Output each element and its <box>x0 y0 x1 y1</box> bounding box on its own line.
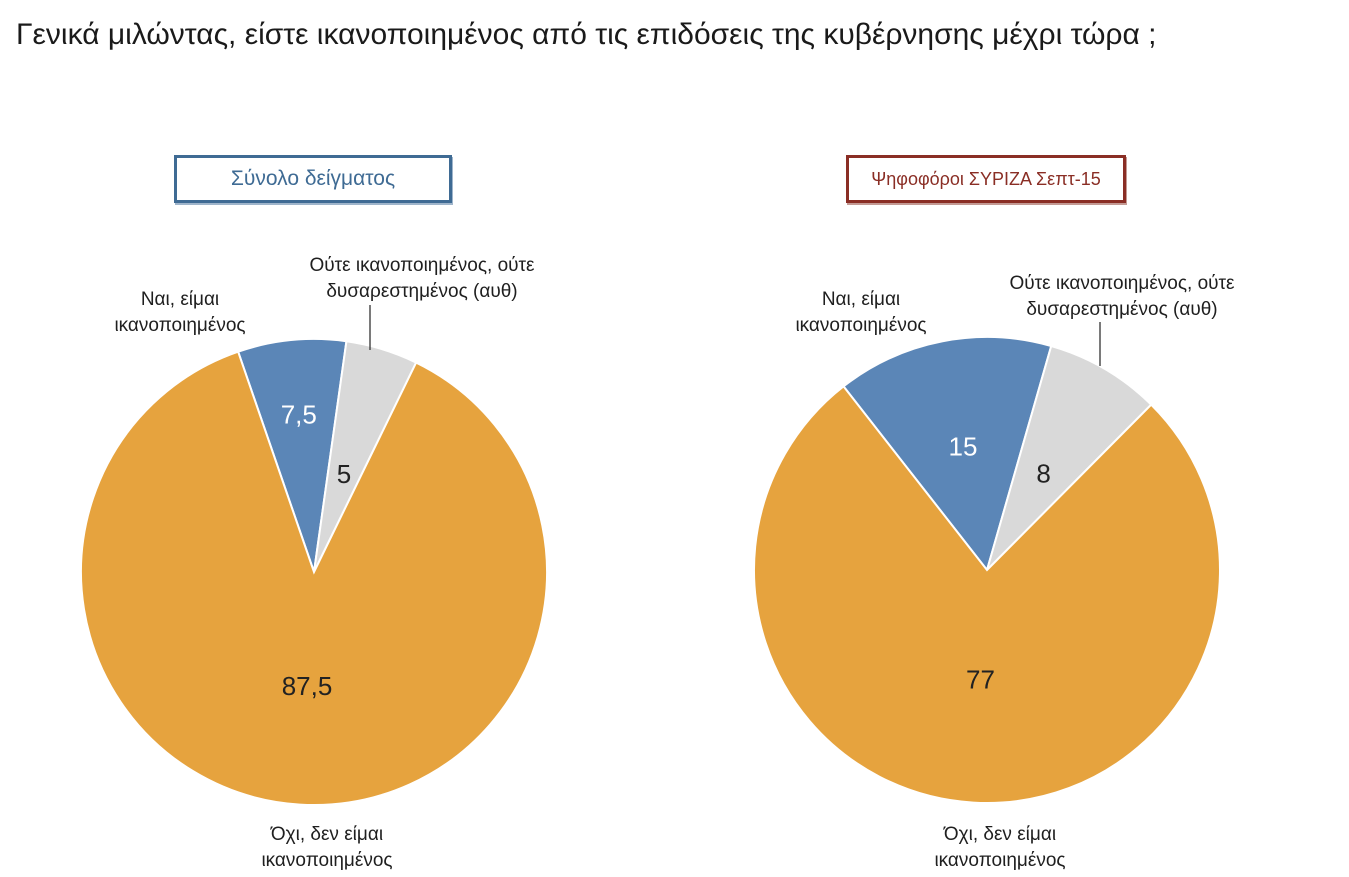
category-label-neutral-line: Ούτε ικανοποιημένος, ούτε <box>309 255 535 276</box>
page-title: Γενικά μιλώντας, είστε ικανοποιημένος απ… <box>16 18 1157 51</box>
category-label-neutral: Ούτε ικανοποιημένος, ούτε δυσαρεστημένος … <box>1009 273 1235 320</box>
category-label-yes-line: Ναι, είμαι <box>822 289 900 310</box>
value-label-no: 77 <box>966 664 995 694</box>
pie-chart-total-sample: 7,5 5 87,5 Ναι, είμαι ικανοποιημένος Ούτε ικα… <box>80 255 548 871</box>
category-label-yes-line: ικανοποιημένος <box>114 315 245 336</box>
category-label-no: Όχι, δεν είμαι ικανοποιημένος <box>934 824 1065 871</box>
pie-slice-yes <box>842 336 1053 573</box>
category-label-no-line: Όχι, δεν είμαι <box>943 824 1056 845</box>
category-label-yes: Ναι, είμαι ικανοποιημένος <box>114 289 245 336</box>
category-label-yes: Ναι, είμαι ικανοποιημένος <box>795 289 926 336</box>
value-label-no: 87,5 <box>282 671 333 701</box>
category-label-neutral-line: δυσαρεστημένος (αυθ) <box>326 281 517 302</box>
chart-title-syriza-voters: Ψηφοφόροι ΣΥΡΙΖΑ Σεπτ-15 <box>846 155 1126 203</box>
pie-slice-neutral <box>986 344 1153 571</box>
value-label-neutral: 8 <box>1036 459 1050 489</box>
pie-slice-yes <box>236 338 348 573</box>
value-label-yes: 15 <box>949 432 978 462</box>
value-label-neutral: 5 <box>337 459 351 489</box>
category-label-neutral-line: δυσαρεστημένος (αυθ) <box>1026 299 1217 320</box>
category-label-yes-line: ικανοποιημένος <box>795 315 926 336</box>
category-label-yes-line: Ναι, είμαι <box>141 289 219 310</box>
category-label-no: Όχι, δεν είμαι ικανοποιημένος <box>261 824 392 871</box>
pie-slice-no <box>80 350 548 806</box>
value-label-yes: 7,5 <box>281 399 317 429</box>
category-label-neutral-line: Ούτε ικανοποιημένος, ούτε <box>1009 273 1235 294</box>
pie-chart-syriza-voters: 15 8 77 Ναι, είμαι ικανοποιημένος Ούτε ικανοπ… <box>753 273 1235 871</box>
category-label-neutral: Ούτε ικανοποιημένος, ούτε δυσαρεστημένος … <box>309 255 535 302</box>
category-label-no-line: ικανοποιημένος <box>261 850 392 871</box>
chart-title-total-sample: Σύνολο δείγματος <box>174 155 452 203</box>
category-label-no-line: ικανοποιημένος <box>934 850 1065 871</box>
category-label-no-line: Όχι, δεν είμαι <box>270 824 383 845</box>
pie-slice-no <box>753 384 1221 804</box>
